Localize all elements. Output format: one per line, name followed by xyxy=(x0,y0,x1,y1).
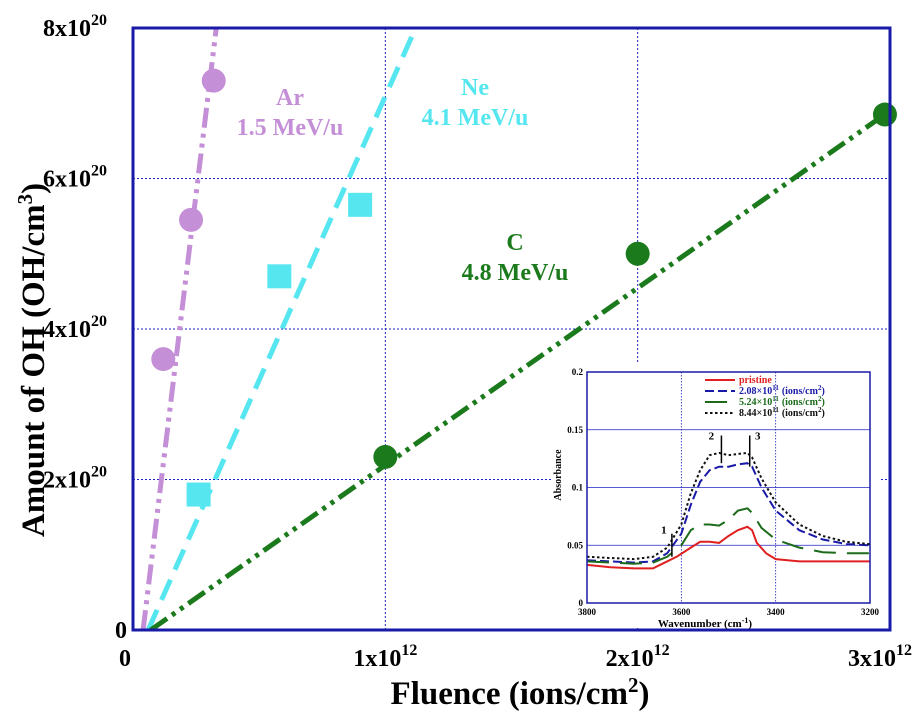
inset-x-axis-title-end: ) xyxy=(748,618,752,630)
inset-x-axis-title-sup: -1 xyxy=(742,616,749,625)
y-axis-title: Amount of OH (OH/cm3) xyxy=(13,183,52,537)
fit-line-ar xyxy=(140,28,219,630)
inset-peak-label: 1 xyxy=(661,525,667,537)
inset-x-tick-label: 3600 xyxy=(672,607,691,617)
x-tick-label: 1x1012 xyxy=(353,642,417,672)
inset-peak-markers: 1 2 3 xyxy=(661,431,761,557)
inset-peak-label: 2 xyxy=(709,431,715,443)
data-point-c xyxy=(872,102,897,127)
data-point-c xyxy=(373,444,398,469)
y-tick-label: 8x1020 xyxy=(43,12,107,42)
inset-series-line xyxy=(586,451,871,561)
y-axis-tick-labels: 0 2x1020 4x1020 6x1020 8x1020 xyxy=(43,12,127,644)
series-labels: Ar 1.5 MeV/u Ne 4.1 MeV/u C 4.8 MeV/u xyxy=(237,75,569,286)
inset-background xyxy=(552,364,880,627)
y-tick-label: 0 xyxy=(115,618,127,644)
inset-legend-label: 5.24×1011 (ions/cm2) xyxy=(739,395,825,408)
x-axis-tick-labels: 0 1x1012 2x1012 3x1012 xyxy=(119,642,912,672)
data-point-ar xyxy=(151,347,176,372)
inset-x-tick-labels: 3800 3600 3400 3200 xyxy=(578,607,880,617)
data-point-ar xyxy=(179,207,204,232)
inset-legend-label: 2.08×1011 (ions/cm2) xyxy=(739,384,825,397)
y-axis-title-sup: 3 xyxy=(13,194,37,205)
series-label-ne: Ne 4.1 MeV/u xyxy=(422,75,529,131)
y-tick-label: 4x1020 xyxy=(43,313,107,343)
fit-line-c xyxy=(149,108,890,630)
data-point-ne xyxy=(267,264,292,289)
inset-y-axis-title: Absorbance xyxy=(553,449,564,501)
inset-y-tick-label: 0.1 xyxy=(572,483,584,493)
inset-y-tick-label: 0.15 xyxy=(567,425,583,435)
y-tick-label: 2x1020 xyxy=(43,464,107,494)
inset-gridlines xyxy=(587,372,870,603)
inset-y-tick-label: 0 xyxy=(579,598,584,608)
y-axis-title-text: Amount of OH (OH/cm xyxy=(16,204,52,537)
inset-legend-label: pristine xyxy=(739,375,772,386)
inset-y-tick-labels: 0 0.05 0.1 0.15 0.2 xyxy=(567,367,583,608)
fit-lines xyxy=(140,28,890,630)
data-point-ne xyxy=(186,482,211,507)
data-point-ar xyxy=(201,68,226,93)
inset-series-line xyxy=(586,507,870,565)
inset-series-line xyxy=(586,525,870,570)
inset-peak-label: 3 xyxy=(755,431,761,443)
x-axis-title-sup: 2 xyxy=(628,673,639,697)
data-point-ne xyxy=(348,192,373,217)
plot-frame xyxy=(131,26,892,632)
inset-series-line xyxy=(586,462,871,564)
inset-x-axis-title: Wavenumber (cm-1) xyxy=(658,616,753,630)
inset-frame xyxy=(586,371,871,604)
x-axis-title: Fluence (ions/cm2) xyxy=(391,673,650,712)
data-point-c xyxy=(625,241,650,266)
y-tick-label: 6x1020 xyxy=(43,163,107,193)
series-label-ar: Ar 1.5 MeV/u xyxy=(237,85,344,141)
inset-y-tick-label: 0.2 xyxy=(572,367,584,377)
inset-series-lines xyxy=(586,451,871,570)
x-tick-label: 2x1012 xyxy=(606,642,670,672)
inset-x-axis-title-text: Wavenumber (cm xyxy=(658,618,742,630)
inset-x-tick-label: 3200 xyxy=(861,607,880,617)
inset-y-tick-label: 0.05 xyxy=(567,540,583,550)
x-tick-label: 3x1012 xyxy=(848,642,912,672)
inset-x-tick-label: 3400 xyxy=(767,607,786,617)
x-axis-title-end: ) xyxy=(638,676,649,712)
data-points xyxy=(151,68,897,507)
inset-legend-label: 8.44×1011 (ions/cm2) xyxy=(739,406,825,419)
fit-line-ne xyxy=(145,28,418,630)
x-axis-title-text: Fluence (ions/cm xyxy=(391,676,628,712)
x-tick-label: 0 xyxy=(119,646,131,672)
inset-x-tick-label: 3800 xyxy=(578,607,597,617)
y-axis-title-end: ) xyxy=(16,183,52,194)
series-label-c: C 4.8 MeV/u xyxy=(462,230,569,286)
